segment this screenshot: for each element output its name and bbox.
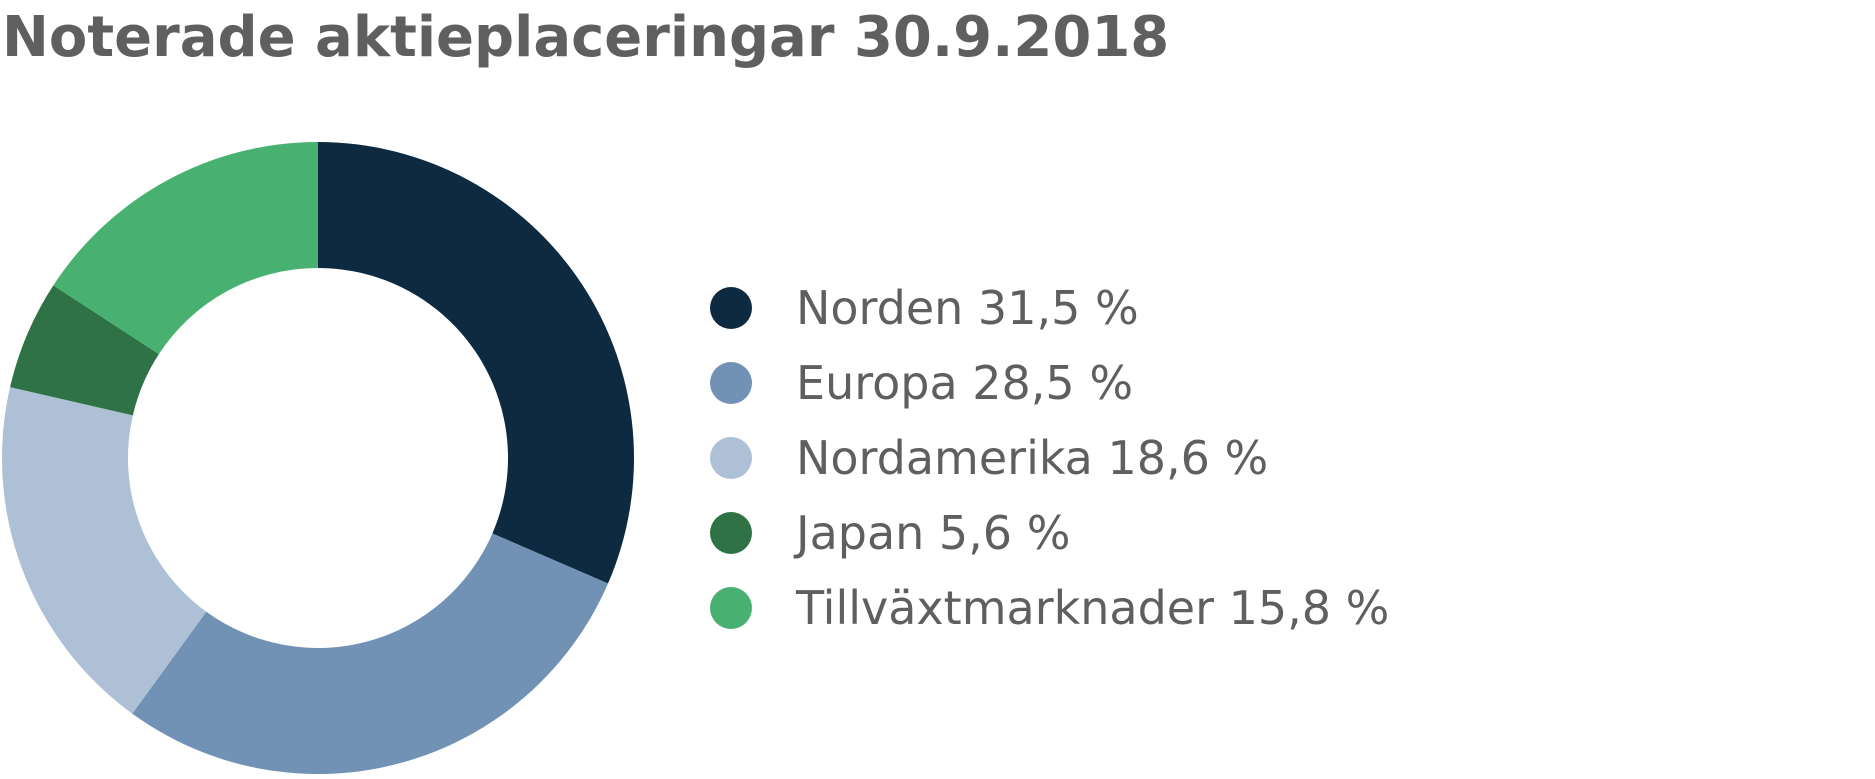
legend-swatch-europa: [710, 361, 752, 404]
donut-chart: [1, 142, 634, 774]
legend-swatch-japan: [710, 511, 752, 554]
donut-slice-europa: [132, 533, 609, 774]
legend-swatch-nordamerika: [710, 436, 752, 479]
legend-label-europa: Europa 28,5 %: [796, 355, 1134, 410]
legend-item-nordamerika: Nordamerika 18,6 %: [710, 420, 1389, 495]
chart-title: Noterade aktieplaceringar 30.9.2018: [2, 5, 1170, 70]
legend-label-norden: Norden 31,5 %: [796, 280, 1139, 335]
legend-item-norden: Norden 31,5 %: [710, 270, 1389, 345]
donut-slice-nordamerika: [1, 387, 207, 714]
legend-label-japan: Japan 5,6 %: [796, 505, 1071, 560]
legend-item-japan: Japan 5,6 %: [710, 495, 1389, 570]
donut-slice-tillvaxtmarknader: [53, 142, 319, 355]
donut-slice-norden: [318, 142, 634, 584]
legend-item-tillvaxtmarknader: Tillväxtmarknader 15,8 %: [710, 570, 1389, 645]
legend-swatch-tillvaxtmarknader: [710, 586, 752, 629]
chart-legend: Norden 31,5 % Europa 28,5 % Nordamerika …: [710, 270, 1389, 645]
legend-label-nordamerika: Nordamerika 18,6 %: [796, 430, 1269, 485]
donut-slice-japan: [10, 285, 159, 416]
legend-item-europa: Europa 28,5 %: [710, 345, 1389, 420]
legend-label-tillvaxtmarknader: Tillväxtmarknader 15,8 %: [796, 580, 1390, 635]
legend-swatch-norden: [710, 286, 752, 329]
